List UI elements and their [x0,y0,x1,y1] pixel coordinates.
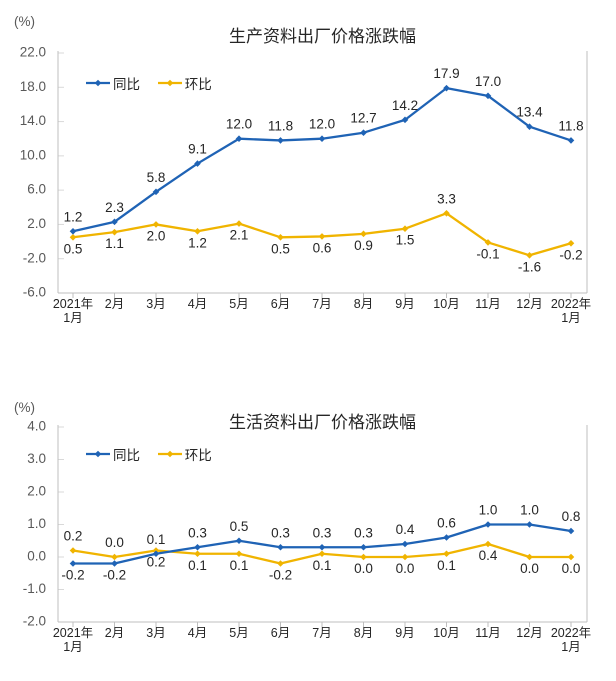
svg-text:0.3: 0.3 [188,525,207,540]
svg-text:1.2: 1.2 [188,235,207,250]
svg-text:2.1: 2.1 [230,228,249,243]
svg-text:2.0: 2.0 [27,216,46,231]
svg-text:0.1: 0.1 [313,558,332,573]
svg-text:1.5: 1.5 [396,233,415,248]
svg-text:0.9: 0.9 [354,238,373,253]
svg-text:0.6: 0.6 [437,516,456,531]
svg-text:0.1: 0.1 [147,532,166,547]
svg-text:13.4: 13.4 [516,105,543,120]
svg-text:0.3: 0.3 [271,525,290,540]
svg-text:12.7: 12.7 [350,111,376,126]
svg-text:1.0: 1.0 [520,503,539,518]
svg-text:12.0: 12.0 [309,117,335,132]
svg-text:17.9: 17.9 [433,66,459,81]
svg-text:14.2: 14.2 [392,98,418,113]
svg-text:-1.6: -1.6 [518,259,541,274]
svg-text:0.0: 0.0 [520,561,539,576]
svg-text:22.0: 22.0 [20,45,46,60]
svg-text:-0.2: -0.2 [103,568,126,583]
svg-text:0.1: 0.1 [188,558,207,573]
svg-text:9.1: 9.1 [188,142,207,157]
svg-text:0.0: 0.0 [27,549,46,564]
svg-text:5.8: 5.8 [147,170,166,185]
svg-text:11.8: 11.8 [558,118,583,133]
svg-text:3.0: 3.0 [27,451,46,466]
svg-text:-0.2: -0.2 [61,568,84,583]
svg-text:1.2: 1.2 [64,209,83,224]
svg-text:10.0: 10.0 [20,147,46,162]
svg-text:18.0: 18.0 [20,79,46,94]
svg-text:-0.1: -0.1 [476,246,499,261]
svg-text:6.0: 6.0 [27,182,46,197]
svg-text:0.3: 0.3 [313,525,332,540]
svg-text:0.4: 0.4 [479,548,498,563]
svg-text:0.2: 0.2 [64,529,83,544]
svg-text:0.2: 0.2 [147,555,166,570]
svg-text:17.0: 17.0 [475,74,501,89]
svg-text:0.0: 0.0 [354,561,373,576]
svg-text:12.0: 12.0 [226,117,252,132]
svg-text:0.5: 0.5 [64,241,83,256]
svg-text:0.0: 0.0 [105,535,124,550]
svg-text:1.0: 1.0 [479,503,498,518]
svg-text:1.1: 1.1 [105,236,124,251]
svg-text:-1.0: -1.0 [23,581,46,596]
svg-text:3.3: 3.3 [437,191,456,206]
svg-text:0.1: 0.1 [230,558,249,573]
svg-text:2.0: 2.0 [27,484,46,499]
svg-text:-0.2: -0.2 [269,568,292,583]
svg-text:0.0: 0.0 [396,561,415,576]
svg-text:0.1: 0.1 [437,558,456,573]
svg-text:-0.2: -0.2 [559,247,582,262]
svg-text:0.6: 0.6 [313,240,332,255]
svg-text:-2.0: -2.0 [23,250,46,265]
svg-text:0.0: 0.0 [562,561,581,576]
svg-text:2.0: 2.0 [147,228,166,243]
svg-text:0.8: 0.8 [562,509,581,524]
svg-text:0.3: 0.3 [354,525,373,540]
svg-text:2.3: 2.3 [105,200,124,215]
svg-text:14.0: 14.0 [20,113,46,128]
svg-text:11.8: 11.8 [268,118,293,133]
svg-text:0.5: 0.5 [230,519,249,534]
svg-text:0.4: 0.4 [396,522,415,537]
svg-text:4.0: 4.0 [27,419,46,434]
svg-text:1.0: 1.0 [27,516,46,531]
svg-text:0.5: 0.5 [271,241,290,256]
